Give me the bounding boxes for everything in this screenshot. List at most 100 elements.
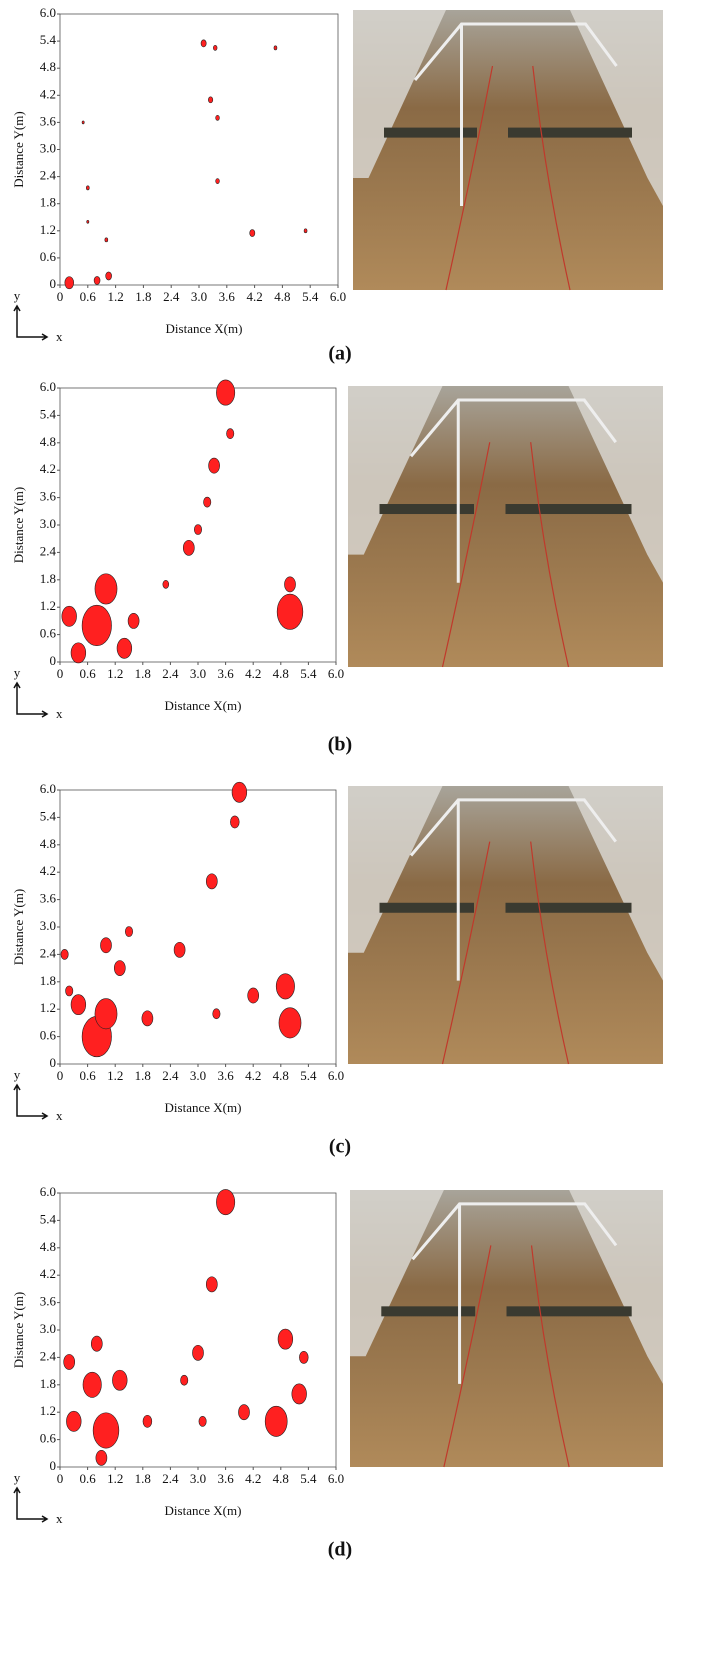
anomaly-region bbox=[125, 926, 133, 937]
photo-tarp-left bbox=[348, 786, 443, 953]
x-tick-label: 2.4 bbox=[163, 289, 180, 304]
plot-frame bbox=[59, 13, 339, 286]
x-tick-label: 4.8 bbox=[274, 289, 290, 304]
anomaly-region bbox=[216, 379, 236, 406]
anomaly-region bbox=[180, 1374, 189, 1386]
x-tick-label: 4.2 bbox=[246, 289, 262, 304]
anomaly-region bbox=[278, 1007, 302, 1039]
y-tick-label: 3.6 bbox=[40, 891, 57, 906]
anomaly-region bbox=[291, 1383, 307, 1405]
anomaly-region bbox=[284, 576, 296, 593]
anomaly-region bbox=[212, 1008, 221, 1020]
anomaly-region bbox=[116, 637, 133, 659]
anomaly-region bbox=[277, 1328, 294, 1350]
anomaly-region bbox=[264, 1405, 288, 1437]
anomaly-region bbox=[61, 605, 77, 627]
x-tick-label: 1.8 bbox=[135, 289, 151, 304]
x-tick-label: 1.2 bbox=[107, 289, 123, 304]
photo-cables bbox=[445, 65, 571, 291]
photo-frame bbox=[411, 1202, 618, 1384]
anomaly-region bbox=[226, 428, 235, 440]
anomaly-region bbox=[299, 1351, 309, 1364]
anomaly-region bbox=[64, 276, 75, 290]
x-tick-label: 0 bbox=[57, 289, 64, 304]
y-tick-label: 2.4 bbox=[40, 945, 57, 960]
anomaly-region bbox=[100, 937, 112, 954]
photo-tarp-left bbox=[353, 10, 446, 178]
x-tick-label: 3.0 bbox=[190, 666, 206, 681]
y-tick-label: 1.8 bbox=[40, 1376, 56, 1391]
y-tick-label: 6.0 bbox=[40, 781, 56, 796]
anomaly-region bbox=[208, 96, 214, 104]
y-tick-label: 0.6 bbox=[40, 1028, 57, 1043]
x-tick-label: 4.8 bbox=[273, 1068, 289, 1083]
anomaly-region bbox=[86, 219, 90, 224]
y-tick-label: 3.6 bbox=[40, 489, 57, 504]
anomaly-region bbox=[200, 39, 207, 48]
y-tick-label: 1.2 bbox=[40, 598, 56, 613]
anomaly-region bbox=[276, 593, 304, 630]
anomaly-region bbox=[205, 1276, 218, 1293]
y-tick-label: 4.8 bbox=[40, 1239, 56, 1254]
photo-cables bbox=[441, 442, 570, 668]
anomaly-region bbox=[112, 1369, 128, 1391]
anomaly-region bbox=[65, 985, 74, 997]
y-tick-label: 5.4 bbox=[40, 808, 57, 823]
anomaly-region bbox=[92, 1412, 120, 1449]
x-tick-label: 4.8 bbox=[273, 1471, 289, 1486]
y-tick-label: 4.2 bbox=[40, 1266, 56, 1281]
axis-hint-x: x bbox=[56, 706, 63, 721]
y-tick-label: 1.8 bbox=[40, 195, 56, 210]
y-tick-label: 4.8 bbox=[40, 836, 56, 851]
anomaly-region bbox=[215, 115, 220, 121]
photo-log-left bbox=[384, 127, 477, 138]
y-tick-label: 1.2 bbox=[40, 1000, 56, 1015]
anomaly-region bbox=[182, 539, 195, 556]
anomaly-region bbox=[247, 987, 260, 1004]
photo-log-left bbox=[379, 902, 474, 913]
anomaly-region bbox=[275, 973, 295, 1000]
photo-cables bbox=[443, 1245, 570, 1468]
photo-tarp-right bbox=[570, 10, 663, 206]
anomaly-region bbox=[95, 1449, 108, 1466]
x-tick-label: 4.8 bbox=[273, 666, 289, 681]
y-tick-label: 5.4 bbox=[40, 406, 57, 421]
x-tick-label: 6.0 bbox=[328, 1068, 344, 1083]
x-axis-label: Distance X(m) bbox=[165, 1100, 242, 1115]
x-tick-label: 1.8 bbox=[135, 1471, 151, 1486]
photo-tarp-right bbox=[568, 786, 663, 981]
x-tick-label: 1.8 bbox=[135, 666, 151, 681]
y-tick-label: 5.4 bbox=[40, 1211, 57, 1226]
y-tick-label: 1.2 bbox=[40, 1403, 56, 1418]
anomaly-region bbox=[70, 994, 87, 1016]
x-tick-label: 0.6 bbox=[79, 1068, 96, 1083]
y-tick-label: 2.4 bbox=[40, 543, 57, 558]
anomaly-region bbox=[203, 496, 212, 508]
anomaly-region bbox=[82, 1371, 102, 1398]
anomaly-region bbox=[303, 228, 308, 234]
y-tick-label: 6.0 bbox=[40, 379, 56, 394]
anomaly-region bbox=[216, 1189, 236, 1216]
anomaly-region bbox=[162, 580, 170, 589]
x-tick-label: 1.2 bbox=[107, 666, 123, 681]
anomaly-region bbox=[198, 1415, 207, 1427]
x-tick-label: 6.0 bbox=[328, 1471, 344, 1486]
photo-cables bbox=[441, 841, 570, 1065]
x-tick-label: 5.4 bbox=[302, 289, 319, 304]
y-tick-label: 0 bbox=[50, 276, 57, 291]
axis-hint-x: x bbox=[56, 1108, 63, 1123]
x-tick-label: 5.4 bbox=[300, 666, 317, 681]
x-tick-label: 4.2 bbox=[245, 666, 261, 681]
x-tick-label: 3.6 bbox=[217, 1471, 234, 1486]
y-tick-label: 1.2 bbox=[40, 222, 56, 237]
photo-frame bbox=[409, 398, 617, 583]
y-tick-label: 6.0 bbox=[40, 5, 56, 20]
y-tick-label: 0 bbox=[50, 1055, 57, 1070]
anomaly-region bbox=[63, 1354, 76, 1370]
y-axis-label: Distance Y(m) bbox=[11, 111, 26, 187]
y-tick-label: 0 bbox=[50, 653, 57, 668]
photo-log-right bbox=[506, 1306, 632, 1317]
panel-label: (b) bbox=[328, 734, 352, 756]
x-tick-label: 6.0 bbox=[330, 289, 346, 304]
